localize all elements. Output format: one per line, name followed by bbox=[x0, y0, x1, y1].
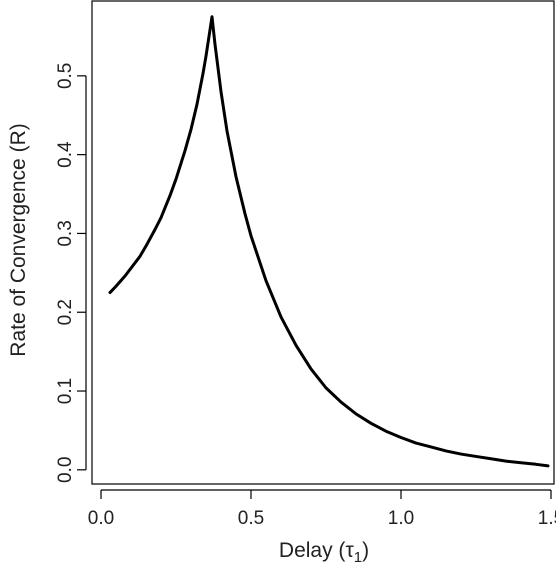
x-tick-label: 0.5 bbox=[238, 508, 264, 529]
y-axis-title: Rate of Convergence (R) bbox=[7, 123, 30, 356]
y-tick-label: 0.4 bbox=[55, 141, 76, 168]
x-axis: 0.0 0.5 1.0 1.5 bbox=[88, 489, 556, 529]
y-tick-label: 0.3 bbox=[55, 220, 76, 246]
series-line bbox=[108, 15, 550, 468]
x-axis-title-symbol: τ bbox=[345, 539, 354, 562]
x-axis-title-main: Delay ( bbox=[279, 539, 346, 562]
y-tick-label: 0.1 bbox=[55, 378, 76, 404]
x-tick-label: 0.0 bbox=[88, 508, 114, 529]
y-tick-label: 0.2 bbox=[55, 299, 76, 325]
x-tick-label: 1.0 bbox=[388, 508, 414, 529]
y-tick-label: 0.5 bbox=[55, 63, 76, 89]
x-axis-title-close: ) bbox=[362, 539, 369, 562]
y-tick-label: 0.0 bbox=[55, 457, 76, 483]
x-tick-label: 1.5 bbox=[538, 508, 556, 529]
y-axis: 0.0 0.1 0.2 0.3 0.4 0.5 bbox=[55, 63, 87, 483]
x-axis-title-subscript: 1 bbox=[354, 549, 362, 566]
plot-frame bbox=[91, 0, 555, 485]
x-axis-title: Delay (τ1) bbox=[279, 539, 369, 566]
